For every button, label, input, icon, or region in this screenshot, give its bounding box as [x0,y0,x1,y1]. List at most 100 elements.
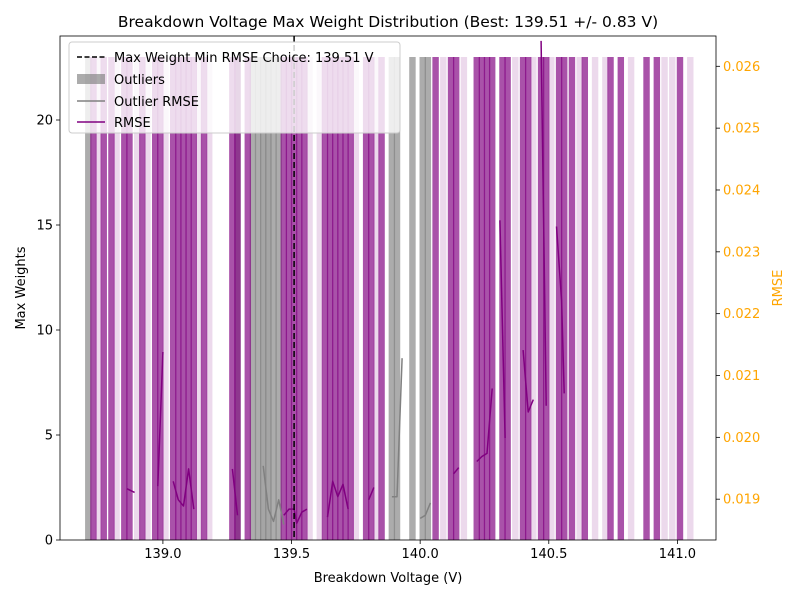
rmse-bar [488,57,496,540]
rmse-bar [126,57,133,540]
rmse-bar-light [316,57,324,540]
rmse-bar-light [95,57,102,540]
rmse-bar [368,57,375,540]
outlier-rmse-line [391,358,403,498]
rmse-bar [200,57,208,540]
rmse-bar [452,57,460,540]
rmse-bar [561,57,568,540]
legend: Max Weight Min RMSE Choice: 139.51 V Out… [68,41,401,134]
rmse-line [499,220,506,439]
plot-frame [59,35,717,541]
rmse-bar [121,57,128,540]
outlier-bar [254,57,262,540]
rmse-bar [568,57,576,540]
y-axis-right-title: RMSE [771,270,786,307]
rmse-line [326,480,349,518]
rmse-bar-light [113,57,120,540]
rmse-bar-light [144,57,151,540]
y-right-tick-label: 0.022 [723,307,760,322]
rmse-bar-light [627,57,635,540]
chart-title: Breakdown Voltage Max Weight Distributio… [118,13,658,31]
rmse-line [555,226,565,394]
y-tick-label: 20 [36,114,53,129]
legend-choice-label: Max Weight Min RMSE Choice: 139.51 V [114,51,374,66]
rmse-bar [337,57,344,540]
y-right-tick-label: 0.024 [723,183,760,198]
rmse-bar [332,57,339,540]
rmse-bar [478,57,486,540]
y-right-tick-label: 0.019 [723,493,760,508]
rmse-bar [100,57,107,540]
y-right-tick-label: 0.025 [723,122,760,137]
rmse-bar [157,57,164,540]
rmse-bar [524,57,532,540]
outlier-bar [249,57,257,540]
rmse-bar [432,57,439,540]
x-tick-label: 140.0 [402,547,439,562]
rmse-bar-light [133,57,141,540]
rmse-bar-light [205,57,213,540]
rmse-bar-light [195,57,203,540]
y-tick-label: 10 [36,324,53,339]
rmse-bar [378,57,385,540]
rmse-bar [555,57,563,540]
rmse-bar-light [306,57,313,540]
rmse-bar [190,57,197,540]
rmse-bar [169,57,177,540]
rmse-line [283,508,308,525]
y-tick-label: 5 [45,429,53,444]
x-tick-label: 139.0 [144,547,181,562]
outlier-rmse-line [419,502,432,520]
rmse-bar [180,57,187,540]
outlier-bar [388,57,396,540]
rmse-bar [301,57,308,540]
rmse-bar [519,57,527,540]
outlier-bar [424,57,432,540]
rmse-bar [175,57,182,540]
rmse-bar-light [548,57,555,540]
rmse-bar-light [460,57,468,540]
y-tick-label: 0 [45,534,53,549]
outlier-bar [275,57,282,540]
rmse-line [126,488,135,494]
rmse-bar [185,57,192,540]
rmse-bar [285,57,293,540]
rmse-bar-light [687,57,694,540]
bars-layer [85,57,694,540]
rmse-bar [537,57,545,540]
rmse-bar [542,57,550,540]
legend-outlier-rmse-label: Outlier RMSE [114,95,199,110]
outlier-bar [419,57,426,540]
rmse-bar-light [669,57,676,540]
y-axis-right-ticks: 0.019 0.020 0.021 0.022 0.023 0.024 0.025 0.026 [716,60,760,508]
rmse-bar [108,57,115,540]
x-tick-label: 139.5 [273,547,310,562]
rmse-bar [229,57,236,540]
rmse-bar-light [352,57,360,540]
legend-frame [68,41,401,134]
y-right-tick-label: 0.021 [723,369,760,384]
rmse-bar [342,57,349,540]
rmse-bar-light [440,57,447,540]
legend-rmse-label: RMSE [114,116,151,131]
rmse-bar [653,57,661,540]
x-axis-title: Breakdown Voltage (V) [314,571,463,586]
rmse-line [540,40,547,406]
outlier-bar [260,57,267,540]
y-right-tick-label: 0.020 [723,431,760,446]
rmse-bar [607,57,614,540]
y-axis-title: Max Weights [14,246,29,329]
outlier-bar [265,57,272,540]
rmse-bar [90,57,97,540]
legend-outliers-label: Outliers [114,73,165,88]
rmse-bar [234,57,241,540]
outlier-rmse-line [262,465,285,525]
outlier-bar [393,57,401,540]
rmse-bar-light [530,57,537,540]
rmse-line [157,351,164,487]
rmse-bar [151,57,159,540]
rmse-bar [321,57,329,540]
rmse-bar [280,57,288,540]
y-right-tick-label: 0.026 [723,60,760,75]
